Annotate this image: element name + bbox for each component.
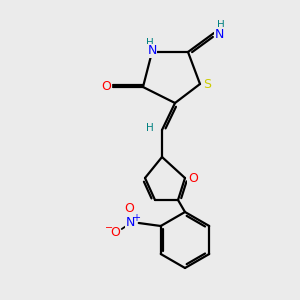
Text: H: H	[217, 20, 225, 30]
Text: H: H	[146, 123, 154, 133]
Text: S: S	[203, 77, 211, 91]
Text: N: N	[147, 44, 157, 58]
Text: O: O	[101, 80, 111, 94]
Text: −: −	[105, 223, 113, 233]
Text: +: +	[132, 213, 140, 223]
Text: N: N	[214, 28, 224, 40]
Text: H: H	[146, 38, 154, 48]
Text: O: O	[110, 226, 120, 239]
Text: O: O	[188, 172, 198, 184]
Text: O: O	[124, 202, 134, 215]
Text: N: N	[126, 217, 135, 230]
